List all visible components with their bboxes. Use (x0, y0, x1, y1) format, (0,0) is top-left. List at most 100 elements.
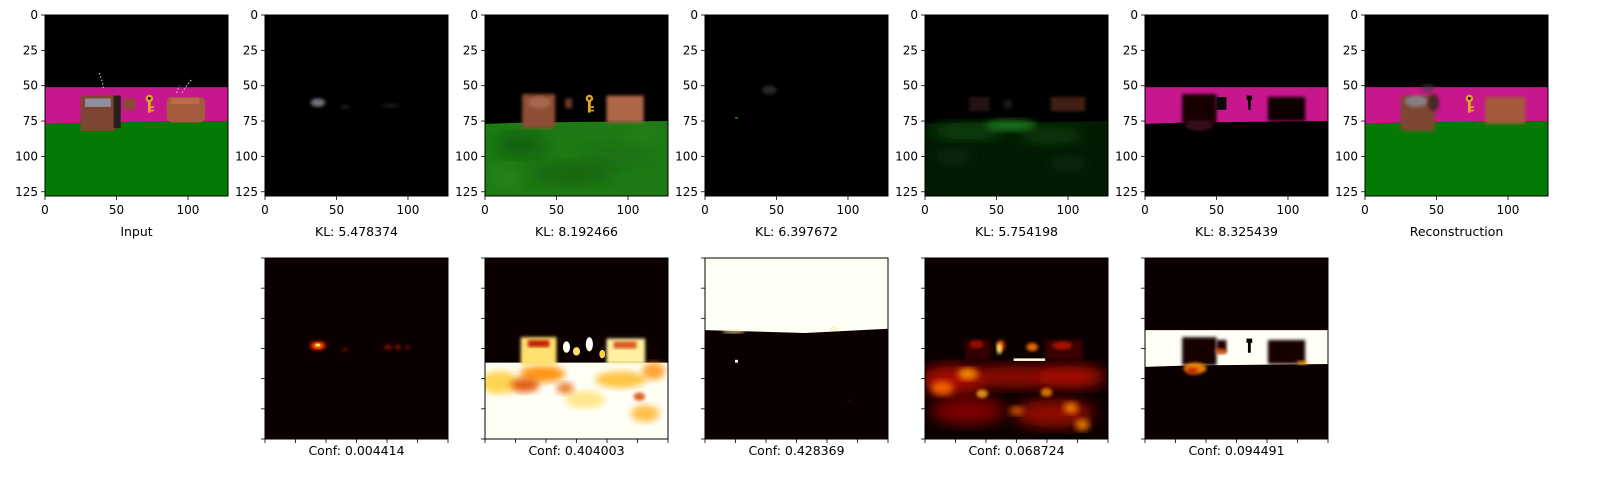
x-tick-label: 100 (1057, 203, 1080, 217)
confidence-panel-3: Conf: 0.428369 (701, 257, 889, 458)
top-row: 0 50 100 0 25 50 75 100 125 Input 0 50 100 0 25 50 75 100… (15, 8, 1549, 239)
x-tick-label: 50 (1429, 203, 1444, 217)
top-panel-5: 0 50 100 0 25 50 75 100 125 KL: 5.754198 (895, 8, 1109, 239)
top-panel-7: 0 50 100 0 25 50 75 100 125 Reconstruction (1335, 8, 1549, 239)
y-tick-label: 75 (903, 114, 918, 128)
panel-frame (44, 14, 229, 197)
top-panel-image (1365, 15, 1548, 196)
panel-frame (924, 14, 1109, 197)
y-tick-label: 25 (1343, 43, 1358, 57)
panel-frame (484, 14, 669, 197)
y-tick-label: 0 (470, 8, 478, 22)
y-tick-label: 75 (463, 114, 478, 128)
x-tick-label: 100 (397, 203, 420, 217)
bottom-row: Conf: 0.004414 Conf: 0.404003 Conf: 0.4283… (261, 257, 1329, 458)
x-tick-label: 50 (549, 203, 564, 217)
y-tick-label: 50 (683, 79, 698, 93)
y-tick-label: 125 (15, 185, 38, 199)
top-panel-image (45, 15, 228, 196)
confidence-caption: Conf: 0.404003 (528, 443, 624, 458)
x-tick-label: 0 (921, 203, 929, 217)
panel-caption: KL: 8.325439 (1195, 224, 1278, 239)
x-tick-label: 100 (1277, 203, 1300, 217)
y-tick-label: 100 (455, 149, 478, 163)
confidence-mask-image (1145, 258, 1328, 439)
x-tick-label: 100 (177, 203, 200, 217)
x-tick-label: 0 (261, 203, 269, 217)
y-tick-label: 75 (1343, 114, 1358, 128)
panel-caption: KL: 5.478374 (315, 224, 398, 239)
confidence-mask-image (265, 258, 448, 439)
panel-frame (1364, 14, 1549, 197)
panel-caption: KL: 6.397672 (755, 224, 838, 239)
confidence-caption: Conf: 0.094491 (1188, 443, 1284, 458)
y-tick-label: 100 (895, 149, 918, 163)
panel-caption: KL: 5.754198 (975, 224, 1058, 239)
y-tick-label: 0 (910, 8, 918, 22)
top-panel-image (485, 15, 668, 196)
confidence-panel-5: Conf: 0.094491 (1141, 257, 1329, 458)
confidence-panel-2: Conf: 0.404003 (481, 257, 669, 458)
confidence-mask-image (925, 258, 1108, 439)
top-panel-6: 0 50 100 0 25 50 75 100 125 KL: 8.325439 (1115, 8, 1329, 239)
y-tick-label: 75 (23, 114, 38, 128)
y-tick-label: 75 (1123, 114, 1138, 128)
confidence-panel-1: Conf: 0.004414 (261, 257, 449, 458)
y-tick-label: 50 (903, 79, 918, 93)
x-tick-label: 50 (109, 203, 124, 217)
y-tick-label: 25 (243, 43, 258, 57)
y-tick-label: 50 (463, 79, 478, 93)
y-tick-label: 125 (455, 185, 478, 199)
top-panel-3: 0 50 100 0 25 50 75 100 125 KL: 8.192466 (455, 8, 669, 239)
y-tick-label: 100 (235, 149, 258, 163)
panel-caption: KL: 8.192466 (535, 224, 618, 239)
confidence-mask-image (485, 258, 668, 439)
y-tick-label: 0 (250, 8, 258, 22)
y-tick-label: 125 (235, 185, 258, 199)
x-tick-label: 50 (329, 203, 344, 217)
panel-frame (264, 14, 449, 197)
y-tick-label: 75 (683, 114, 698, 128)
y-tick-label: 125 (675, 185, 698, 199)
y-tick-label: 50 (1343, 79, 1358, 93)
confidence-panel-4: Conf: 0.068724 (921, 257, 1109, 458)
y-tick-label: 125 (1115, 185, 1138, 199)
panel-caption: Reconstruction (1410, 224, 1504, 239)
y-tick-label: 75 (243, 114, 258, 128)
x-tick-label: 50 (1209, 203, 1224, 217)
y-tick-label: 25 (903, 43, 918, 57)
y-tick-label: 50 (243, 79, 258, 93)
x-tick-label: 0 (1361, 203, 1369, 217)
y-tick-label: 100 (1115, 149, 1138, 163)
x-tick-label: 0 (481, 203, 489, 217)
x-tick-label: 100 (617, 203, 640, 217)
x-tick-label: 0 (41, 203, 49, 217)
y-tick-label: 50 (23, 79, 38, 93)
top-panel-4: 0 50 100 0 25 50 75 100 125 KL: 6.397672 (675, 8, 889, 239)
top-panel-image (265, 15, 448, 196)
y-tick-label: 0 (690, 8, 698, 22)
y-tick-label: 100 (675, 149, 698, 163)
top-panel-image (705, 15, 888, 196)
x-tick-label: 0 (1141, 203, 1149, 217)
x-tick-label: 50 (769, 203, 784, 217)
y-tick-label: 25 (1123, 43, 1138, 57)
top-panel-2: 0 50 100 0 25 50 75 100 125 KL: 5.478374 (235, 8, 449, 239)
y-tick-label: 0 (1130, 8, 1138, 22)
y-tick-label: 125 (1335, 185, 1358, 199)
y-tick-label: 0 (1350, 8, 1358, 22)
y-tick-label: 0 (30, 8, 38, 22)
y-tick-label: 125 (895, 185, 918, 199)
panel-caption: Input (120, 224, 152, 239)
confidence-caption: Conf: 0.428369 (748, 443, 844, 458)
confidence-caption: Conf: 0.068724 (968, 443, 1064, 458)
top-panel-1: 0 50 100 0 25 50 75 100 125 Input (15, 8, 229, 239)
y-tick-label: 25 (23, 43, 38, 57)
y-tick-label: 25 (463, 43, 478, 57)
x-tick-label: 100 (837, 203, 860, 217)
x-tick-label: 50 (989, 203, 1004, 217)
y-tick-label: 100 (1335, 149, 1358, 163)
y-tick-label: 100 (15, 149, 38, 163)
top-panel-image (925, 15, 1108, 196)
